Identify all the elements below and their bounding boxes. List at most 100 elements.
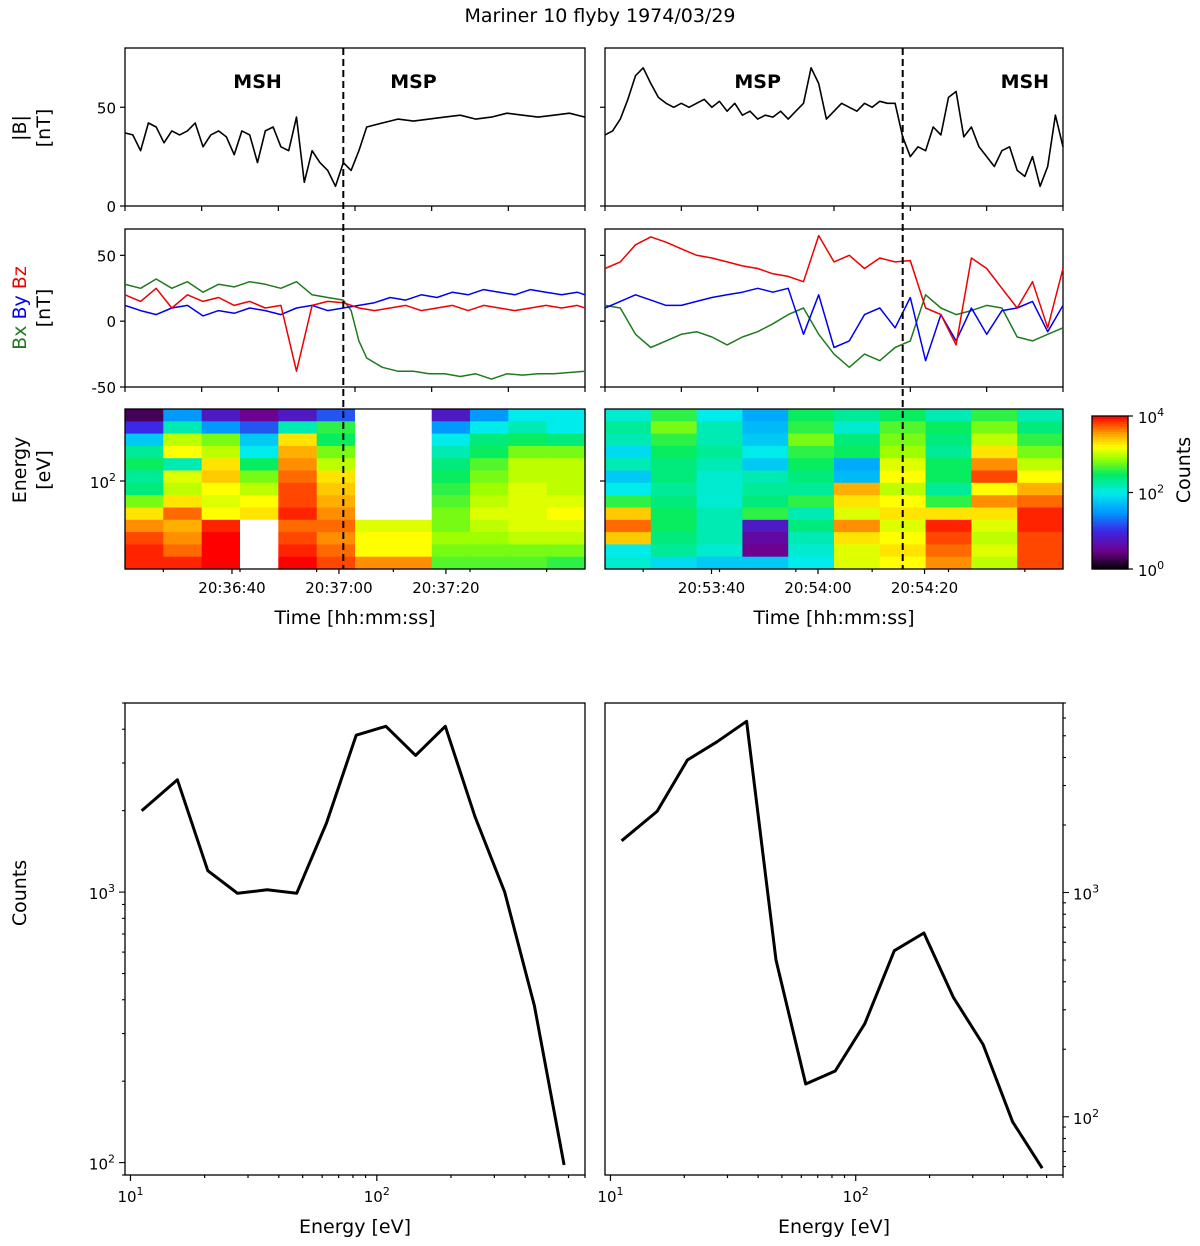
spectrum-xtick-label: 102 bbox=[364, 1185, 390, 1206]
spectrum-ytick-label: 102 bbox=[89, 1153, 115, 1174]
spectrogram-cell-left bbox=[546, 544, 586, 558]
spectrogram-cell-left bbox=[431, 519, 471, 533]
spectrogram-xtick-label: 20:54:20 bbox=[891, 579, 958, 597]
spectrogram-cell-right bbox=[696, 556, 743, 570]
colorbar-segment bbox=[1092, 464, 1128, 468]
bz-line-left bbox=[124, 287, 586, 372]
spectrogram-cell-left bbox=[470, 507, 509, 521]
spectrogram-cell-left bbox=[470, 445, 509, 459]
colorbar-segment bbox=[1092, 418, 1128, 422]
spectrogram-cell-right bbox=[1017, 507, 1064, 521]
colorbar-segment bbox=[1092, 548, 1128, 552]
colorbar-segment bbox=[1092, 489, 1128, 493]
spectrogram-cell-left bbox=[393, 532, 433, 545]
spectrogram-cell-left bbox=[355, 445, 394, 459]
spectrogram-cell-left bbox=[355, 433, 394, 447]
spectrogram-cell-left bbox=[201, 544, 241, 558]
spectrogram-cell-right bbox=[605, 507, 652, 521]
bx-line-left bbox=[124, 278, 586, 380]
spectrogram-cell-right bbox=[925, 409, 972, 422]
spectrogram-cell-left bbox=[163, 470, 203, 484]
spectrogram-cell-left bbox=[316, 482, 356, 496]
spectrogram-cell-left bbox=[163, 544, 203, 558]
spectrogram-cell-left bbox=[316, 409, 356, 422]
spectrogram-cell-left bbox=[546, 433, 586, 447]
colorbar-segment bbox=[1092, 515, 1128, 519]
colorbar-segment bbox=[1092, 438, 1128, 442]
spectrogram-cell-right bbox=[971, 409, 1018, 422]
spectrogram-cell-left bbox=[316, 445, 356, 459]
spectrogram-cell-left bbox=[393, 519, 433, 533]
spectrogram-cell-left bbox=[163, 409, 203, 422]
spectrogram-cell-right bbox=[696, 532, 743, 545]
spectrogram-cell-right bbox=[971, 495, 1018, 509]
spectrogram-cell-left bbox=[393, 482, 433, 496]
spectrogram-cell-left bbox=[316, 495, 356, 509]
b-total-ylabel-line2: [nT] bbox=[33, 109, 55, 147]
by-label: By bbox=[9, 295, 31, 319]
spectrogram-xlabel-left: Time [hh:mm:ss] bbox=[273, 607, 435, 629]
spectrogram-cell-right bbox=[971, 532, 1018, 545]
spectrogram-cell-right bbox=[742, 421, 789, 435]
spectrogram-cell-right bbox=[605, 458, 652, 472]
colorbar-segment bbox=[1092, 441, 1128, 445]
bx-line-right bbox=[604, 294, 1064, 369]
spectrogram-cell-right bbox=[1017, 495, 1064, 509]
spectrogram-cell-right bbox=[834, 445, 881, 459]
colorbar-segment bbox=[1092, 469, 1128, 473]
spectrogram-cell-left bbox=[431, 482, 471, 496]
colorbar-segment bbox=[1092, 426, 1128, 430]
spectrogram-cell-left bbox=[125, 556, 164, 570]
spectrogram-cell-right bbox=[834, 544, 881, 558]
spectrogram-cell-left bbox=[278, 445, 318, 459]
colorbar-segment bbox=[1092, 487, 1128, 491]
colorbar-segment bbox=[1092, 543, 1128, 547]
colorbar-segment bbox=[1092, 459, 1128, 463]
spectrogram-cell-left bbox=[125, 445, 164, 459]
colorbar-segment bbox=[1092, 454, 1128, 458]
spectrogram-cell-left bbox=[508, 556, 548, 570]
spectrogram-cell-right bbox=[925, 495, 972, 509]
spectrogram-cell-left bbox=[240, 421, 279, 435]
spectrum-ytick-label: 103 bbox=[1073, 883, 1099, 904]
spectrogram-cell-right bbox=[788, 532, 835, 545]
components-ylabel-unit: [nT] bbox=[33, 289, 55, 327]
spectrogram-cell-right bbox=[834, 421, 881, 435]
spectrogram-cell-left bbox=[163, 482, 203, 496]
spectrogram-cell-right bbox=[696, 421, 743, 435]
spectrogram-cell-left bbox=[201, 470, 241, 484]
spectrogram-cell-right bbox=[834, 433, 881, 447]
spectrogram-cell-left bbox=[201, 458, 241, 472]
colorbar-segment bbox=[1092, 533, 1128, 537]
spectrogram-cell-left bbox=[201, 409, 241, 422]
colorbar-segment bbox=[1092, 500, 1128, 504]
spectrogram-cell-left bbox=[470, 519, 509, 533]
spectrogram-cell-left bbox=[431, 421, 471, 435]
spectrogram-cell-left bbox=[470, 421, 509, 435]
spectrogram-cell-right bbox=[742, 458, 789, 472]
spectrogram-cell-left bbox=[125, 519, 164, 533]
spectrogram-cell-right bbox=[834, 495, 881, 509]
spectrogram-cell-right bbox=[879, 544, 927, 558]
colorbar-segment bbox=[1092, 510, 1128, 514]
spectrogram-cell-right bbox=[879, 445, 927, 459]
b-total-frame-left bbox=[124, 47, 586, 207]
spectrogram-cell-left bbox=[470, 433, 509, 447]
colorbar-segment bbox=[1092, 467, 1128, 471]
spectrogram-cell-right bbox=[742, 495, 789, 509]
spectrogram-cell-left bbox=[470, 544, 509, 558]
colorbar-segment bbox=[1092, 502, 1128, 506]
b-total-line-left bbox=[124, 112, 586, 188]
spectrogram-cell-left bbox=[201, 532, 241, 545]
spectrogram-cell-left bbox=[546, 519, 586, 533]
spectrogram-cell-right bbox=[605, 445, 652, 459]
spectrogram-cell-right bbox=[925, 421, 972, 435]
spectrogram-cell-left bbox=[431, 544, 471, 558]
spectrogram-cell-left bbox=[201, 556, 241, 570]
spectrogram-cell-left bbox=[278, 532, 318, 545]
spectrogram-cell-left bbox=[355, 519, 394, 533]
spectrogram-cell-left bbox=[470, 495, 509, 509]
spectrogram-cell-right bbox=[650, 519, 698, 533]
b-total-frame-right bbox=[604, 47, 1064, 207]
